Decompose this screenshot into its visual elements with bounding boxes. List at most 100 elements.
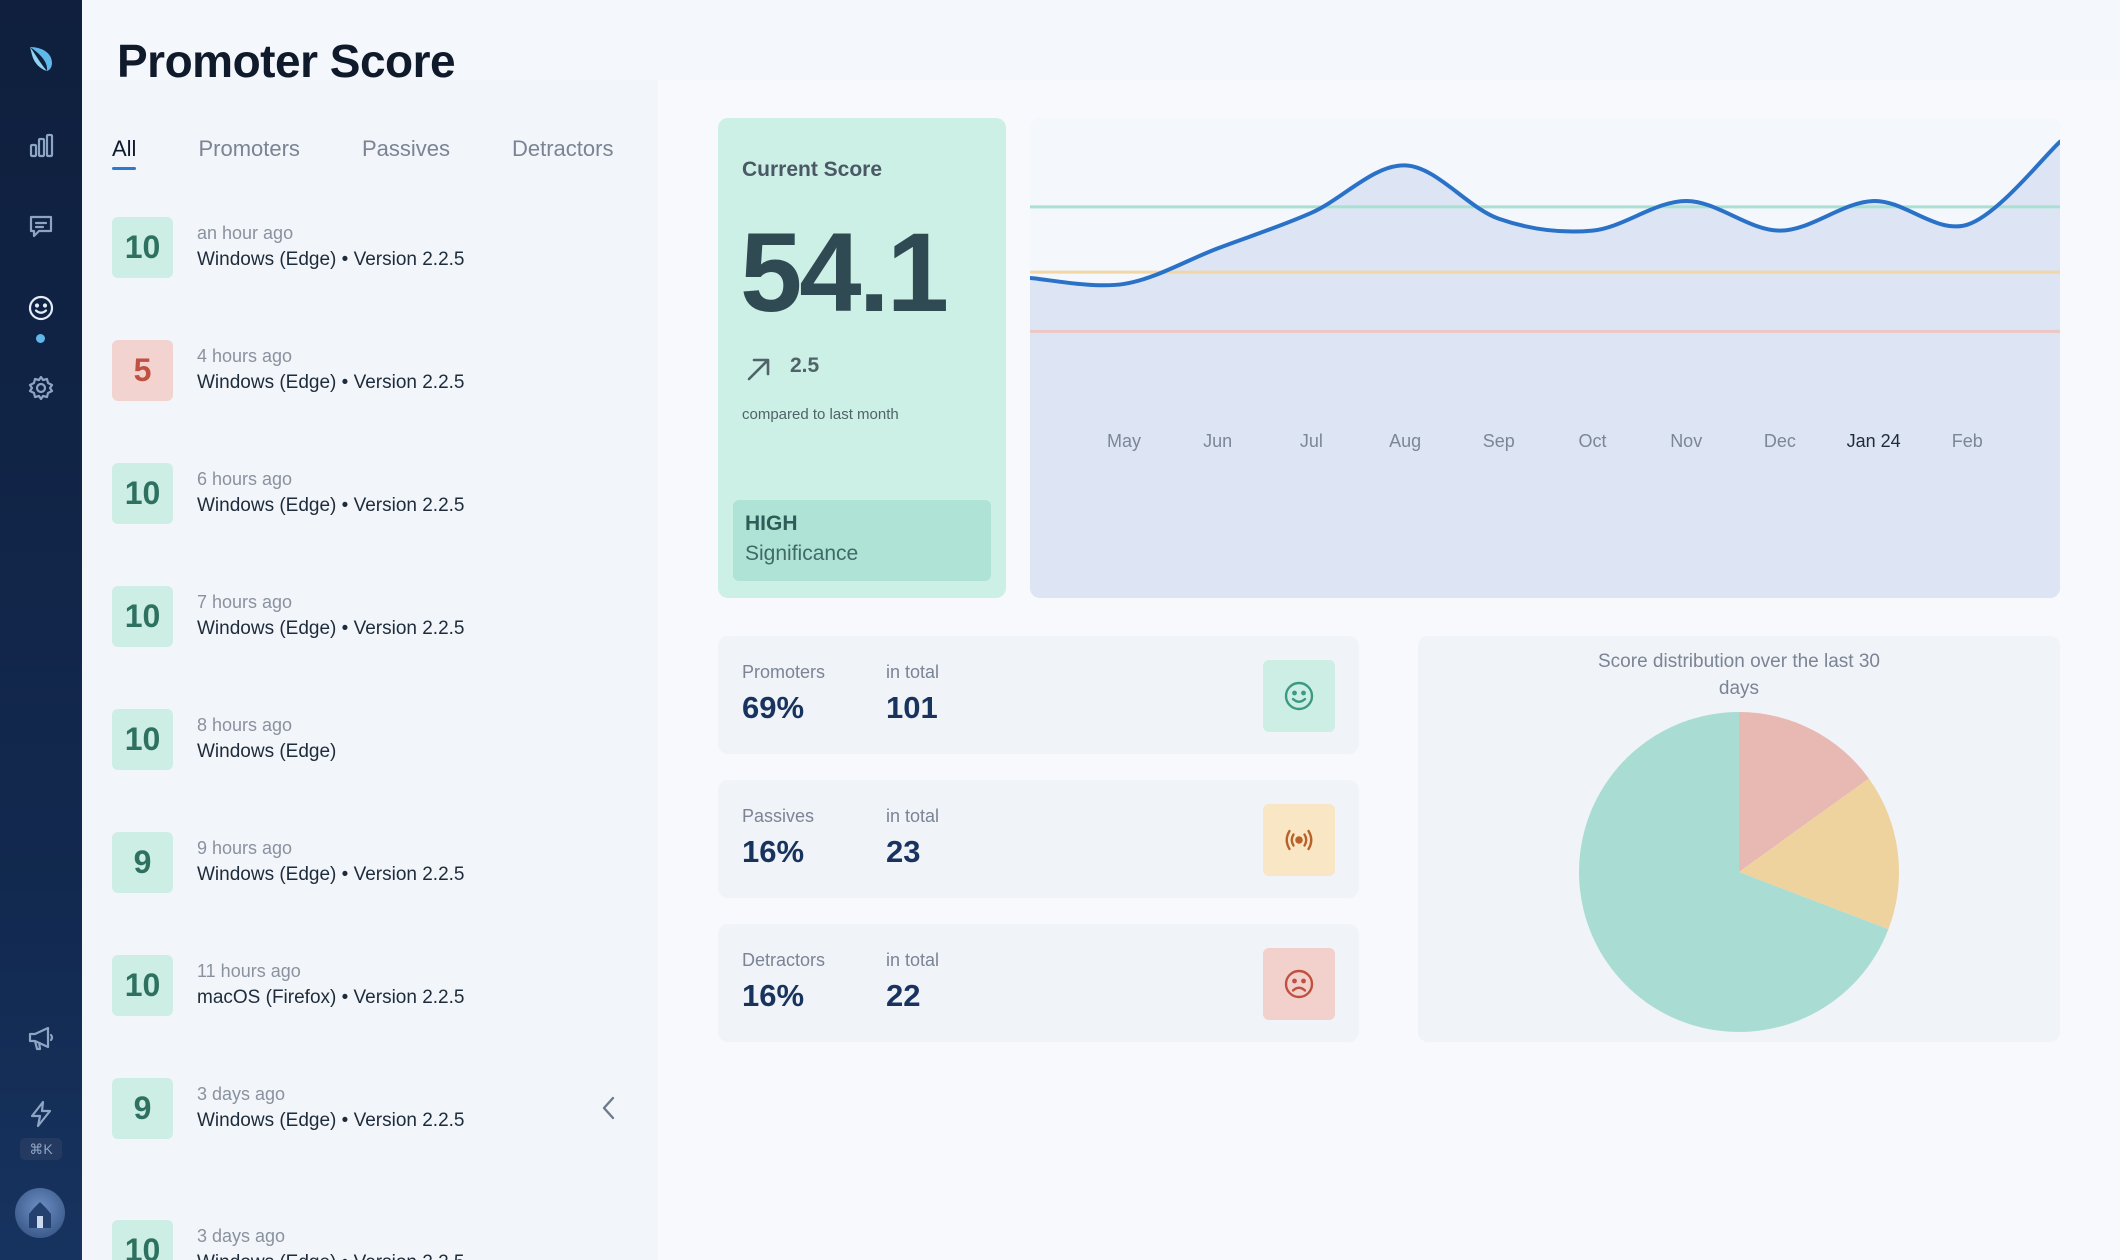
chart-area-fill [1030, 141, 2060, 598]
score-badge: 10 [112, 955, 173, 1016]
x-tick-label: Jan 24 [1847, 431, 1901, 451]
stat-percent: 69% [742, 690, 805, 725]
list-item[interactable]: 9 3 days ago Windows (Edge) • Version 2.… [112, 1078, 632, 1148]
shortcut-hint: ⌘K [20, 1138, 62, 1160]
current-score-value: 54.1 [740, 210, 949, 335]
list-item[interactable]: 10 8 hours ago Windows (Edge) [112, 709, 632, 779]
stat-total: 101 [886, 690, 938, 725]
list-item[interactable]: 9 9 hours ago Windows (Edge) • Version 2… [112, 832, 632, 902]
response-time: 3 days ago [197, 1226, 286, 1246]
response-time: an hour ago [197, 223, 294, 243]
significance-label: Significance [745, 542, 859, 565]
tab-detractors[interactable]: Detractors [511, 136, 614, 161]
stat-total-label: in total [886, 662, 940, 682]
promoters-stat-card: Promoters 69% in total 101 [718, 636, 1359, 754]
response-meta: Windows (Edge) • Version 2.2.5 [197, 249, 465, 270]
detractors-stat-card: Detractors 16% in total 22 [718, 924, 1359, 1042]
list-item[interactable]: 10 11 hours ago macOS (Firefox) • Versio… [112, 955, 632, 1025]
list-item[interactable]: 5 4 hours ago Windows (Edge) • Version 2… [112, 340, 632, 410]
response-meta: Windows (Edge) • Version 2.2.5 [197, 1110, 465, 1131]
score-badge: 10 [112, 463, 173, 524]
list-item[interactable]: 10 an hour ago Windows (Edge) • Version … [112, 217, 632, 287]
list-item[interactable]: 10 3 days ago Windows (Edge) • Version 2… [112, 1220, 632, 1260]
stat-total-label: in total [886, 806, 940, 826]
score-badge: 9 [112, 832, 173, 893]
response-meta: Windows (Edge) • Version 2.2.5 [197, 864, 465, 885]
response-time: 11 hours ago [197, 961, 301, 981]
current-score-card: Current Score 54.1 2.5 compared to last … [718, 118, 1006, 598]
response-meta: Windows (Edge) [197, 741, 337, 762]
trend-chart-svg: May Jun Jul Aug Sep Oct Nov Dec Jan 24 Feb [1030, 118, 2060, 598]
score-badge: 10 [112, 586, 173, 647]
score-trend-chart: May Jun Jul Aug Sep Oct Nov Dec Jan 24 Feb [1030, 118, 2060, 598]
x-tick-label: Oct [1578, 431, 1606, 451]
x-tick-label: Nov [1670, 431, 1702, 451]
response-time: 3 days ago [197, 1084, 286, 1104]
score-badge: 10 [112, 217, 173, 278]
list-item[interactable]: 10 6 hours ago Windows (Edge) • Version … [112, 463, 632, 533]
stat-total-label: in total [886, 950, 940, 970]
response-meta: Windows (Edge) • Version 2.2.5 [197, 372, 465, 393]
stat-percent: 16% [742, 978, 805, 1013]
tab-promoters[interactable]: Promoters [198, 136, 300, 161]
score-badge: 10 [112, 1220, 173, 1260]
response-time: 8 hours ago [197, 715, 293, 735]
compare-text: compared to last month [742, 406, 899, 423]
x-tick-label: Aug [1389, 431, 1421, 451]
score-delta: 2.5 [790, 354, 820, 377]
response-time: 7 hours ago [197, 592, 293, 612]
list-item[interactable]: 10 7 hours ago Windows (Edge) • Version … [112, 586, 632, 656]
significance-badge: HIGH Significance [733, 500, 991, 581]
sad-face-icon [1263, 948, 1335, 1020]
response-time: 9 hours ago [197, 838, 293, 858]
current-score-label: Current Score [742, 158, 883, 181]
tab-all[interactable]: All [112, 136, 137, 170]
chat-icon[interactable] [21, 206, 61, 246]
stat-label: Detractors [742, 950, 826, 970]
smiley-icon[interactable] [21, 288, 61, 328]
megaphone-icon[interactable] [21, 1018, 61, 1058]
pie-slice-promoters[interactable] [1579, 712, 1889, 1032]
leaf-logo-icon[interactable] [21, 38, 61, 78]
bar-chart-icon[interactable] [21, 126, 61, 166]
stat-total: 23 [886, 834, 921, 869]
avatar[interactable] [15, 1188, 65, 1238]
active-indicator [36, 334, 45, 343]
x-tick-label: Feb [1952, 431, 1983, 451]
gear-icon[interactable] [21, 368, 61, 408]
stat-total: 22 [886, 978, 921, 1013]
response-meta: macOS (Firefox) • Version 2.2.5 [197, 987, 465, 1008]
chart-upper-background [1030, 118, 2060, 286]
pie-slice-detractors[interactable] [1739, 712, 1869, 872]
significance-level: HIGH [745, 512, 798, 535]
score-badge: 5 [112, 340, 173, 401]
pie-title: Score distribution over the last 30 days [1598, 651, 1880, 699]
pie-chart-svg [1579, 712, 1899, 1032]
response-time: 4 hours ago [197, 346, 293, 366]
x-tick-label: May [1107, 431, 1141, 451]
response-meta: Windows (Edge) • Version 2.2.5 [197, 495, 465, 516]
filter-tabs: All Promoters Passives Detractors [112, 136, 675, 170]
tab-passives[interactable]: Passives [361, 136, 450, 161]
score-badge: 10 [112, 709, 173, 770]
x-tick-label: Jul [1300, 431, 1323, 451]
x-tick-label: Jun [1203, 431, 1232, 451]
page-title: Promoter Score [117, 35, 456, 87]
score-distribution-card: Score distribution over the last 30 days [1418, 636, 2060, 1042]
bolt-icon[interactable] [21, 1094, 61, 1134]
stat-percent: 16% [742, 834, 805, 869]
chevron-left-icon[interactable] [594, 1093, 624, 1123]
passives-stat-card: Passives 16% in total 23 [718, 780, 1359, 898]
stat-label: Passives [742, 806, 815, 826]
pie-slice-passives[interactable] [1739, 778, 1899, 930]
stat-label: Promoters [742, 662, 826, 682]
score-badge: 9 [112, 1078, 173, 1139]
sidebar: ⌘K [0, 0, 82, 1260]
smiley-icon [1263, 660, 1335, 732]
response-meta: Windows (Edge) • Version 2.2.5 [197, 1252, 465, 1260]
response-time: 6 hours ago [197, 469, 293, 489]
broadcast-icon [1263, 804, 1335, 876]
x-tick-label: Sep [1483, 431, 1515, 451]
arrow-up-right-icon [747, 358, 770, 381]
series-line [1030, 139, 2060, 288]
